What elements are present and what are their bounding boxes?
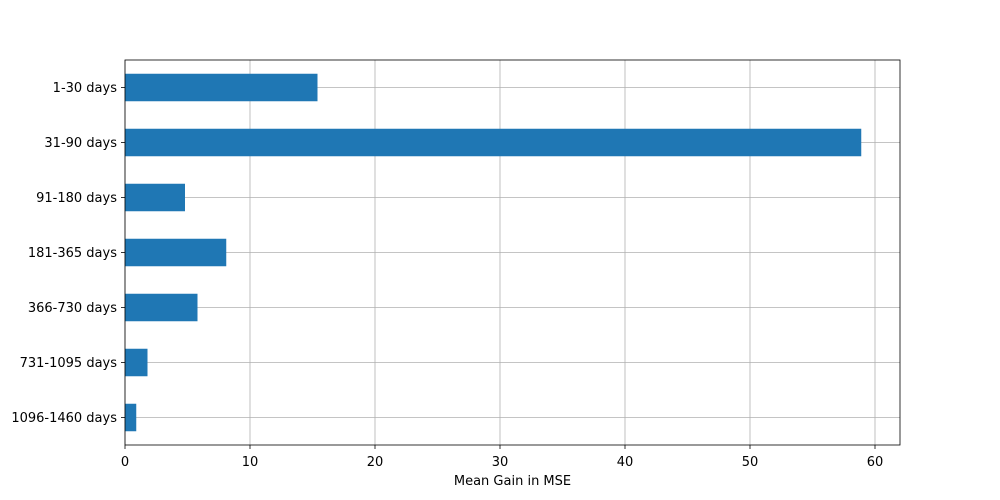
x-axis: 0 10 20 30 40 50 60 [121,445,883,470]
bar-4 [125,238,227,267]
x-tick-label: 20 [367,455,384,470]
y-tick-label: 731-1095 days [20,356,118,371]
grid-layer [124,60,900,445]
x-tick-label: 60 [867,455,884,470]
y-tick-label: 1096-1460 days [11,411,117,426]
y-tick-label: 31-90 days [44,136,117,151]
x-tick-label: 40 [617,455,634,470]
bar-3 [125,183,185,212]
bar-6 [125,348,148,377]
bar-7 [125,403,137,432]
x-tick-label: 50 [742,455,759,470]
bars-layer [125,73,862,432]
bar-5 [125,293,198,322]
bar-2 [125,128,862,157]
y-tick-label: 181-365 days [28,246,117,261]
x-axis-title: Mean Gain in MSE [454,474,571,489]
y-tick-label: 366-730 days [28,301,117,316]
x-tick-label: 0 [121,455,129,470]
x-tick-label: 30 [492,455,509,470]
bar-1 [125,73,318,102]
y-axis: 1-30 days 31-90 days 91-180 days 181-365 da… [11,81,125,426]
y-tick-label: 91-180 days [36,191,117,206]
x-tick-label: 10 [242,455,259,470]
y-tick-label: 1-30 days [53,81,118,96]
